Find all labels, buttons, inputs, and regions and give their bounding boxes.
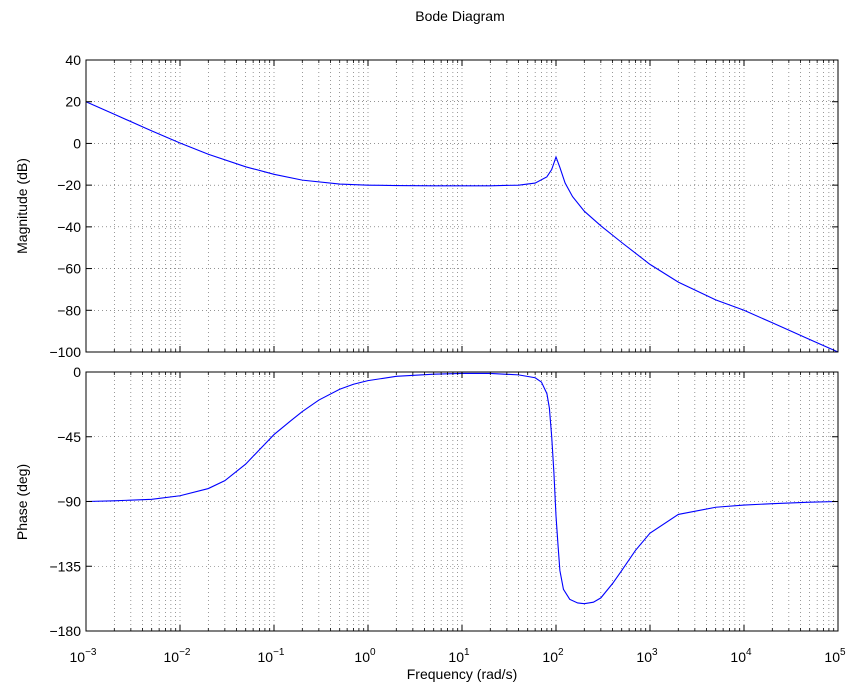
phase-axes-box (85, 371, 839, 632)
x-tick-label: 103 (636, 647, 658, 665)
phase-series-line (85, 372, 839, 605)
magnitude-y-tick-labels: 40 20 0 −20 −40 −60 −80 −100 (49, 52, 81, 360)
magnitude-y-tick-label: −40 (57, 219, 81, 235)
phase-y-tick-label: −135 (49, 558, 81, 574)
x-tick-label: 10−1 (258, 647, 285, 665)
phase-grid (86, 372, 838, 631)
phase-y-tick-label: −45 (57, 429, 81, 445)
phase-y-tick-label: −180 (49, 623, 81, 639)
magnitude-y-tick-label: 0 (73, 135, 81, 151)
x-tick-label: 100 (354, 647, 376, 665)
phase-panel: 0 −45 −90 −135 −180 Phase (deg) (14, 364, 839, 639)
x-tick-label: 104 (730, 647, 752, 665)
magnitude-panel: 40 20 0 −20 −40 −60 −80 −100 Magnitude (dB) (14, 52, 839, 360)
x-tick-label: 101 (448, 647, 470, 665)
x-tick-label: 10−2 (164, 647, 191, 665)
magnitude-y-tick-label: 20 (65, 94, 81, 110)
x-tick-labels: 10−3 10−2 10−1 100 101 102 103 104 105 (70, 647, 847, 665)
phase-y-tick-label: −90 (57, 494, 81, 510)
phase-y-tick-labels: 0 −45 −90 −135 −180 (49, 364, 81, 639)
phase-y-tick-label: 0 (73, 364, 81, 380)
chart-title: Bode Diagram (415, 8, 505, 24)
x-tick-label: 10−3 (70, 647, 97, 665)
magnitude-y-tick-label: −20 (57, 177, 81, 193)
magnitude-y-tick-label: −80 (57, 302, 81, 318)
x-axis-label: Frequency (rad/s) (407, 666, 517, 682)
magnitude-y-tick-label: −60 (57, 261, 81, 277)
magnitude-y-tick-label: −100 (49, 344, 81, 360)
magnitude-series-line (85, 101, 839, 353)
magnitude-grid (86, 60, 838, 352)
x-tick-label: 105 (824, 647, 846, 665)
magnitude-y-tick-label: 40 (65, 52, 81, 68)
magnitude-y-axis-label: Magnitude (dB) (14, 158, 30, 254)
magnitude-axes-box (85, 59, 839, 353)
x-tick-label: 102 (542, 647, 564, 665)
phase-y-axis-label: Phase (deg) (14, 464, 30, 540)
